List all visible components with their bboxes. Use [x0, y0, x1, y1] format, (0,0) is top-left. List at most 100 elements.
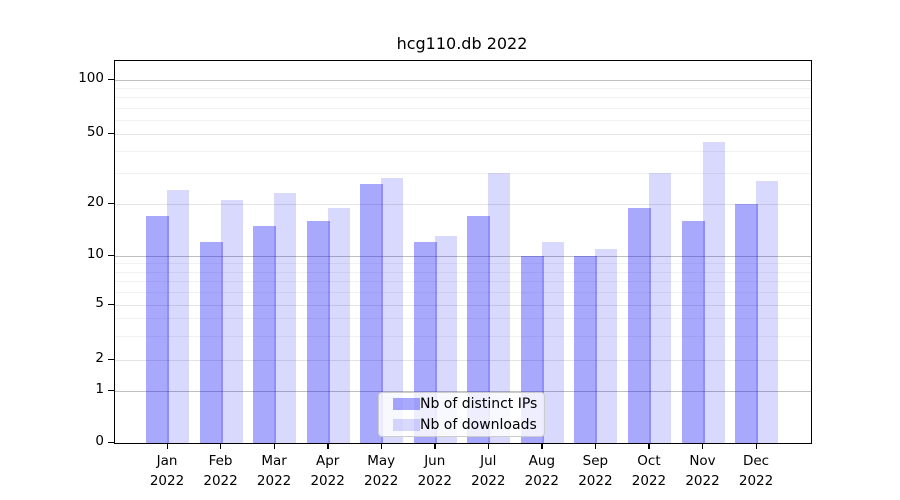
gridline-60 — [115, 119, 811, 121]
x-tick-mark-mar — [273, 443, 275, 449]
legend-item-downloads: Nb of downloads — [387, 416, 537, 434]
y-tick-label-2: 2 — [95, 350, 104, 366]
legend-swatch-downloads — [393, 419, 420, 431]
x-tick-year: 2022 — [203, 473, 238, 490]
x-tick-month: Mar — [261, 453, 287, 469]
gridline-4 — [115, 318, 811, 320]
x-tick-year: 2022 — [417, 473, 452, 490]
x-tick-label-jan: Jan 2022 — [132, 451, 202, 492]
bar-nb-of-downloads-oct-2022 — [648, 173, 671, 443]
x-tick-mark-feb — [220, 443, 222, 449]
x-tick-label-apr: Apr 2022 — [293, 451, 363, 492]
x-tick-label-mar: Mar 2022 — [239, 451, 309, 492]
x-tick-mark-jul — [487, 443, 490, 449]
x-tick-mark-may — [380, 443, 383, 449]
bar-nb-of-distinct-ips-jul-2022 — [467, 216, 491, 443]
gridline-70 — [115, 107, 811, 109]
bar-nb-of-distinct-ips-apr-2022 — [306, 220, 330, 443]
bar-nb-of-downloads-jul-2022 — [488, 173, 511, 443]
x-tick-month: Nov — [689, 453, 716, 469]
gridline-100 — [115, 80, 811, 81]
y-tick-label-20: 20 — [86, 194, 104, 210]
x-tick-month: Jun — [424, 453, 446, 469]
gridline-20 — [115, 204, 811, 205]
gridline-8 — [115, 271, 811, 273]
y-tick-mark-100 — [108, 78, 114, 80]
bar-nb-of-distinct-ips-jan-2022 — [146, 216, 169, 443]
x-tick-mark-jun — [434, 443, 436, 449]
x-tick-label-feb: Feb 2022 — [186, 451, 256, 492]
bar-nb-of-downloads-jan-2022 — [167, 190, 189, 443]
gridline-2 — [115, 360, 811, 361]
y-tick-mark-50 — [108, 132, 114, 134]
bar-nb-of-distinct-ips-oct-2022 — [627, 207, 651, 443]
plot-area — [114, 60, 812, 444]
gridline-6 — [115, 292, 811, 294]
bar-nb-of-distinct-ips-feb-2022 — [199, 242, 223, 443]
y-tick-mark-2 — [108, 358, 114, 360]
gridline-10 — [115, 256, 811, 257]
x-tick-year: 2022 — [149, 473, 185, 490]
gridline-3 — [115, 335, 811, 337]
x-tick-month: Oct — [637, 453, 661, 469]
x-tick-label-sep: Sep 2022 — [560, 451, 630, 492]
y-tick-mark-20 — [108, 202, 114, 204]
y-tick-mark-1 — [108, 389, 114, 391]
gridline-9 — [115, 263, 811, 265]
x-tick-year: 2022 — [578, 473, 613, 490]
bar-nb-of-distinct-ips-may-2022 — [360, 183, 384, 443]
x-tick-mark-dec — [755, 443, 757, 449]
gridline-50 — [115, 134, 811, 135]
x-tick-mark-aug — [541, 443, 543, 449]
x-tick-year: 2022 — [471, 473, 506, 490]
gridline-30 — [115, 173, 811, 175]
bar-nb-of-downloads-apr-2022 — [327, 207, 350, 443]
x-tick-year: 2022 — [364, 473, 399, 490]
x-tick-mark-jan — [166, 443, 168, 449]
bar-nb-of-distinct-ips-mar-2022 — [253, 225, 277, 443]
bar-nb-of-downloads-jun-2022 — [434, 236, 457, 443]
x-tick-label-oct: Oct 2022 — [614, 451, 684, 492]
legend-swatch-distinct-ips — [393, 398, 420, 410]
bar-nb-of-downloads-feb-2022 — [220, 200, 243, 443]
x-tick-mark-oct — [648, 443, 650, 449]
x-tick-year: 2022 — [631, 473, 667, 490]
x-tick-label-aug: Aug 2022 — [507, 451, 577, 492]
x-tick-label-may: May 2022 — [346, 451, 416, 492]
gridline-90 — [115, 88, 811, 90]
legend-label-distinct-ips: Nb of distinct IPs — [420, 396, 538, 412]
gridline-40 — [115, 151, 811, 153]
gridline-80 — [115, 97, 811, 99]
legend-label-downloads: Nb of downloads — [420, 417, 537, 433]
x-tick-month: May — [367, 453, 396, 469]
legend: Nb of distinct IPs Nb of downloads — [378, 392, 545, 437]
y-tick-label-0: 0 — [95, 433, 104, 449]
x-tick-mark-nov — [702, 443, 704, 449]
x-tick-month: Jan — [156, 453, 178, 469]
bar-nb-of-distinct-ips-dec-2022 — [735, 204, 759, 443]
y-tick-label-10: 10 — [86, 246, 104, 262]
y-tick-label-1: 1 — [95, 381, 104, 397]
x-tick-month: Feb — [208, 453, 233, 469]
gridline-5 — [115, 305, 811, 306]
y-tick-mark-10 — [108, 254, 114, 256]
x-tick-label-jun: Jun 2022 — [400, 451, 470, 492]
bar-nb-of-downloads-aug-2022 — [541, 242, 564, 443]
x-tick-month: Sep — [582, 453, 609, 469]
gridline-1 — [115, 391, 811, 392]
x-tick-label-dec: Dec 2022 — [721, 451, 791, 492]
x-tick-year: 2022 — [524, 473, 560, 490]
x-tick-month: Dec — [742, 453, 770, 469]
bar-nb-of-downloads-sep-2022 — [595, 248, 618, 443]
x-tick-year: 2022 — [738, 473, 774, 490]
bar-nb-of-downloads-nov-2022 — [702, 142, 725, 443]
x-tick-label-jul: Jul 2022 — [453, 451, 523, 492]
x-tick-year: 2022 — [685, 473, 720, 490]
bar-nb-of-downloads-dec-2022 — [756, 181, 779, 443]
x-tick-year: 2022 — [256, 473, 292, 490]
chart-title: hcg110.db 2022 — [396, 34, 528, 53]
x-tick-month: Aug — [528, 453, 556, 469]
x-tick-year: 2022 — [310, 473, 345, 490]
bar-nb-of-distinct-ips-sep-2022 — [574, 256, 598, 443]
